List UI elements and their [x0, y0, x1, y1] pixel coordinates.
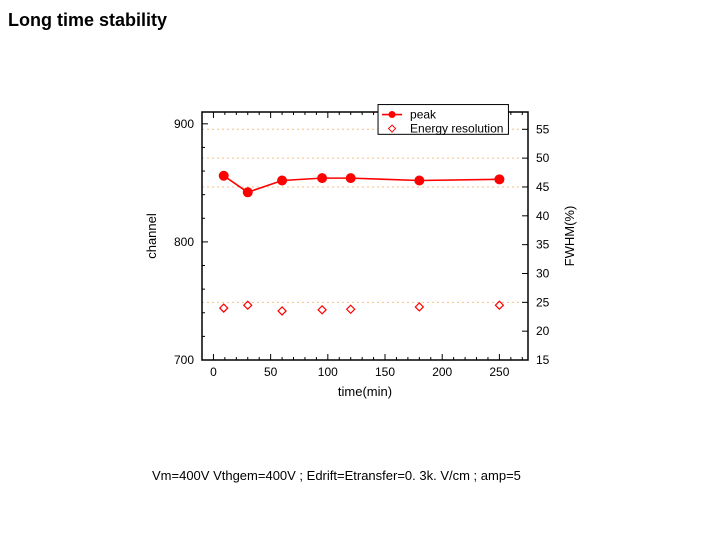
chart-svg: 0 50 100 150 200 250 time(min) 700 800 900 channel…: [120, 70, 600, 410]
slide-title: Long time stability: [8, 10, 167, 31]
yr-tick-label: 50: [536, 151, 550, 165]
x-tick-label: 150: [375, 365, 395, 379]
x-tick-label: 200: [432, 365, 452, 379]
x-tick-label: 100: [318, 365, 338, 379]
yl-tick-label: 800: [174, 235, 194, 249]
peak-point: [318, 174, 327, 183]
x-axis-label: time(min): [338, 384, 392, 399]
x-tick-label: 0: [210, 365, 217, 379]
peak-point: [346, 174, 355, 183]
yr-tick-label: 35: [536, 238, 550, 252]
yr-tick-label: 25: [536, 295, 550, 309]
x-tick-label: 250: [489, 365, 509, 379]
x-tick-label: 50: [264, 365, 278, 379]
peak-point: [243, 188, 252, 197]
peak-point: [219, 171, 228, 180]
yr-tick-label: 30: [536, 266, 550, 280]
yr-axis-label: FWHM(%): [562, 206, 577, 267]
peak-point: [415, 176, 424, 185]
yr-tick-label: 55: [536, 122, 550, 136]
yr-tick-label: 15: [536, 353, 550, 367]
yl-tick-label: 900: [174, 117, 194, 131]
yl-axis-label: channel: [144, 213, 159, 259]
yr-tick-label: 40: [536, 209, 550, 223]
peak-point: [278, 176, 287, 185]
stability-chart: 0 50 100 150 200 250 time(min) 700 800 900 channel…: [120, 70, 600, 410]
yr-tick-label: 45: [536, 180, 550, 194]
yl-tick-label: 700: [174, 353, 194, 367]
legend-label: Energy resolution: [410, 122, 503, 136]
legend-label: peak: [410, 108, 437, 122]
yr-tick-label: 20: [536, 324, 550, 338]
legend-peak-marker: [389, 111, 396, 118]
caption-text: Vm=400V Vthgem=400V ; Edrift=Etransfer=0…: [152, 468, 521, 483]
peak-point: [495, 175, 504, 184]
